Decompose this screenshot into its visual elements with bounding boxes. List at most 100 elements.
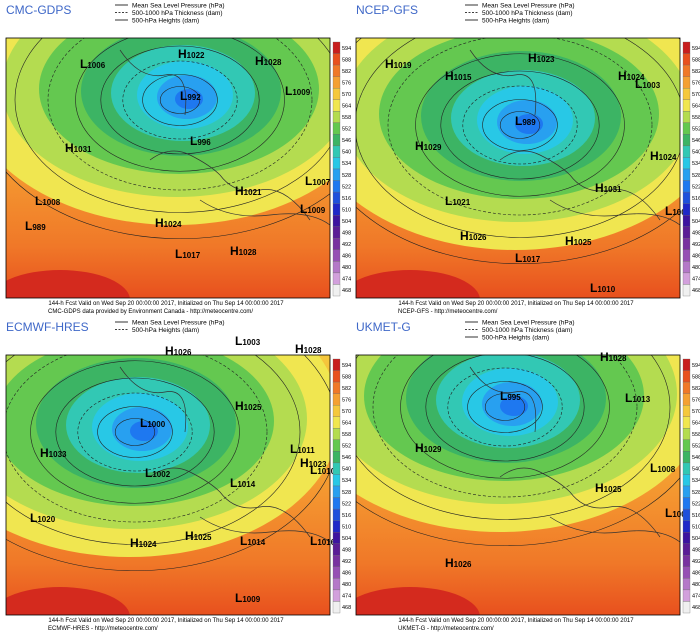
footer-line: 144-h Fcst Valid on Wed Sep 20 00:00:00 … [398,618,634,624]
colorbar-label: 474 [342,277,351,283]
center-value: 1008 [42,198,60,207]
colorbar-label: 474 [692,277,700,283]
center-letter: H [445,69,454,83]
pressure-center: L995 [500,389,521,403]
colorbar-swatch [332,405,341,417]
center-letter: L [515,251,522,265]
center-letter: L [190,134,197,148]
colorbar-label: 588 [692,57,700,63]
pressure-center: L1016 [310,534,336,548]
map-border [355,37,681,299]
center-letter: L [445,194,452,208]
colorbar-label: 516 [692,196,700,202]
colorbar-swatch [682,284,691,297]
center-value: 1024 [627,73,645,82]
colorbar-label: 528 [692,490,700,496]
hot-region [356,587,480,615]
center-letter: L [235,334,242,348]
center-letter: L [240,534,247,548]
legend-label: Mean Sea Level Pressure (hPa) [132,320,225,327]
center-value: 1009 [292,88,310,97]
colorbar-label: 588 [342,374,351,380]
isobar [77,392,193,472]
isobar [400,355,610,479]
pressure-center: H1019 [385,57,412,71]
colorbar-label: 480 [692,582,700,588]
pressure-center: H1031 [65,141,92,155]
colorbar-label: 564 [692,104,700,110]
colorbar-label: 510 [342,207,351,213]
colorbar-label: 534 [342,161,351,167]
colorbar-label: 558 [342,432,351,438]
colorbar-label: 486 [692,571,700,577]
colorbar-label: 582 [342,386,351,392]
colorbar-swatch [332,555,341,567]
center-value: 1025 [574,238,592,247]
colorbar-swatch [682,168,691,181]
pressure-center: L1021 [445,194,471,208]
center-letter: L [500,389,507,403]
center-letter: L [230,476,237,490]
map-area [6,355,330,615]
panel-title: ECMWF-HRES [6,320,89,334]
colorbar-swatch [332,261,341,274]
colorbar-label: 552 [342,127,351,133]
colorbar-swatch [332,358,341,371]
colorbar-swatch [682,370,691,383]
panel-title: NCEP-GFS [356,3,418,17]
colorbar-swatch [332,76,341,89]
pressure-center: L1009 [235,591,261,605]
center-value: 1028 [304,346,322,355]
pressure-center: H1024 [130,536,157,550]
center-letter: L [175,247,182,261]
colorbar-label: 588 [692,374,700,380]
colorbar-label: 534 [692,478,700,484]
isobar [75,38,285,172]
footer-line: ECMWF-HRES - http://meteocentre.com/ [48,626,158,632]
colorbar-swatch [332,226,341,239]
isobar [47,38,313,191]
isobar [387,38,653,216]
colorbar-label: 576 [692,80,700,86]
colorbar-swatch [332,145,341,158]
colorbar-swatch [332,508,341,521]
legend-label: Mean Sea Level Pressure (hPa) [132,3,225,10]
map-border [5,354,331,616]
legend-label: 500-1000 hPa Thickness (dam) [482,10,573,17]
center-value: 1011 [297,446,315,455]
colorbar-label: 492 [692,559,700,565]
colorbar-label: 570 [342,92,351,98]
colorbar-label: 468 [692,605,700,611]
legend-label: Mean Sea Level Pressure (hPa) [482,3,575,10]
pressure-center: H1023 [528,51,555,65]
center-letter: H [415,139,424,153]
pressure-center: L1003 [235,334,261,348]
center-letter: L [180,89,187,103]
center-value: 1014 [247,538,265,547]
colorbar-label: 540 [692,150,700,156]
legend-label: 500-hPa Heights (dam) [132,327,199,334]
center-letter: H [65,141,74,155]
isobar [159,86,201,114]
center-value: 1019 [394,61,412,70]
center-value: 1009 [307,206,325,215]
colorbar-swatch [682,203,691,216]
center-value: 1007 [312,178,330,187]
center-letter: H [528,51,537,65]
pressure-center: L1008 [650,461,676,475]
colorbar-swatch [682,64,691,77]
isobar [14,38,330,213]
model-panel: UKMET-G Mean Sea Level Pressure (hPa)500-… [355,320,700,632]
colorbar-swatch [682,215,691,227]
legend-label: 500-hPa Heights (dam) [482,18,549,25]
colorbar-swatch [682,249,691,262]
colorbar-swatch [332,370,341,383]
pressure-center: H1026 [165,344,192,358]
colorbar-swatch [332,53,341,66]
colorbar-label: 582 [692,386,700,392]
map-area [6,38,330,298]
colorbar-swatch [332,451,341,464]
center-letter: L [235,591,242,605]
colorbar-swatch [682,485,691,498]
